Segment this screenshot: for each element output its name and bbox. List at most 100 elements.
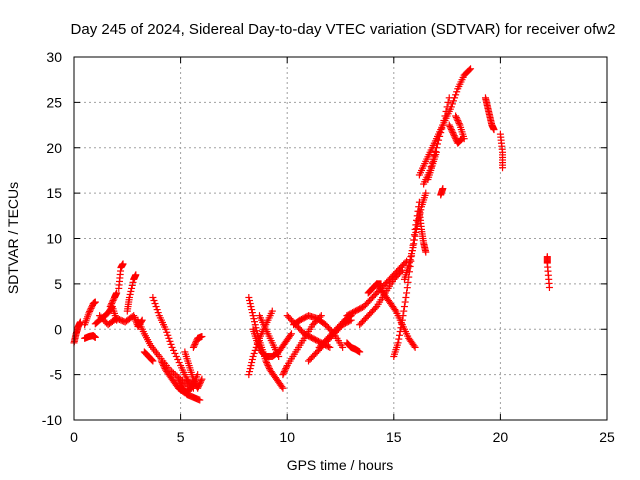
data-point [247, 303, 255, 311]
data-point [282, 365, 290, 373]
data-point [250, 349, 258, 357]
data-point [437, 129, 445, 137]
data-point [396, 328, 404, 336]
data-point [450, 132, 458, 140]
data-point [454, 117, 462, 125]
data-point [158, 359, 166, 367]
data-point [86, 307, 94, 315]
x-tick-label: 5 [177, 429, 185, 445]
data-point [192, 339, 200, 347]
data-point [91, 298, 99, 306]
data-point [403, 284, 411, 292]
track-t14 [181, 348, 206, 392]
data-point [196, 380, 204, 388]
data-point [91, 333, 99, 341]
track-t39 [481, 94, 498, 134]
data-point [196, 396, 204, 404]
data-point [128, 281, 136, 289]
data-point [194, 384, 202, 392]
data-point [249, 352, 257, 360]
data-point [148, 356, 156, 364]
data-point [76, 318, 84, 326]
track-t24 [315, 312, 355, 351]
data-point [280, 369, 288, 377]
data-point [165, 334, 173, 342]
data-point [246, 368, 254, 376]
data-point [113, 289, 121, 297]
data-point [444, 98, 452, 106]
data-point [408, 250, 416, 258]
data-point [249, 312, 257, 320]
data-point [417, 206, 425, 214]
data-point [439, 121, 447, 129]
track-t31 [400, 189, 430, 283]
data-point [125, 293, 133, 301]
track-t16 [245, 293, 287, 392]
y-tick-label: -10 [42, 412, 62, 428]
data-point [162, 325, 170, 333]
data-point [191, 340, 199, 348]
data-point [119, 260, 127, 268]
data-point [189, 343, 197, 351]
data-point [196, 378, 204, 386]
data-point [177, 380, 185, 388]
data-point [168, 343, 176, 351]
data-point [398, 320, 406, 328]
data-point [245, 371, 253, 379]
x-tick-label: 25 [599, 429, 615, 445]
data-point [436, 132, 444, 140]
data-point [160, 363, 168, 371]
data-point [106, 303, 114, 311]
data-point [434, 140, 442, 148]
plot-frame [73, 56, 608, 421]
data-point [254, 337, 262, 345]
data-point [198, 375, 206, 383]
data-point [453, 115, 461, 123]
data-point [452, 91, 460, 99]
y-tick-label: 25 [46, 94, 62, 110]
data-point [246, 300, 254, 308]
data-point [129, 278, 137, 286]
data-point [411, 225, 419, 233]
data-point [251, 346, 259, 354]
data-point [407, 253, 415, 261]
data-point [245, 293, 253, 301]
data-point [317, 312, 325, 320]
data-point [408, 247, 416, 255]
data-point [409, 244, 417, 252]
data-point [286, 331, 294, 339]
data-point [171, 349, 179, 357]
data-point [256, 345, 264, 353]
grid-lines [74, 57, 607, 420]
data-point [246, 365, 254, 373]
data-point [149, 357, 157, 365]
data-point [400, 303, 408, 311]
data-point [160, 362, 168, 370]
data-point [278, 383, 286, 391]
data-point [413, 225, 421, 233]
data-point [398, 316, 406, 324]
data-point [438, 125, 446, 133]
track-t33 [415, 65, 475, 179]
data-point [287, 330, 295, 338]
data-point [422, 189, 430, 197]
data-point [152, 303, 160, 311]
data-point [253, 340, 261, 348]
data-point [275, 352, 283, 360]
x-tick-label: 10 [279, 429, 295, 445]
data-point [404, 278, 412, 286]
data-point [400, 307, 408, 315]
data-point [395, 331, 403, 339]
track-t27 [356, 266, 406, 329]
data-point [411, 343, 419, 351]
data-point [422, 248, 430, 256]
data-point [397, 324, 405, 332]
data-point [264, 362, 272, 370]
data-point [248, 359, 256, 367]
track-t36 [452, 112, 468, 143]
x-tick-label: 15 [386, 429, 402, 445]
data-point [449, 129, 457, 137]
data-point [454, 118, 462, 126]
data-point [86, 306, 94, 314]
data-point [490, 126, 498, 134]
